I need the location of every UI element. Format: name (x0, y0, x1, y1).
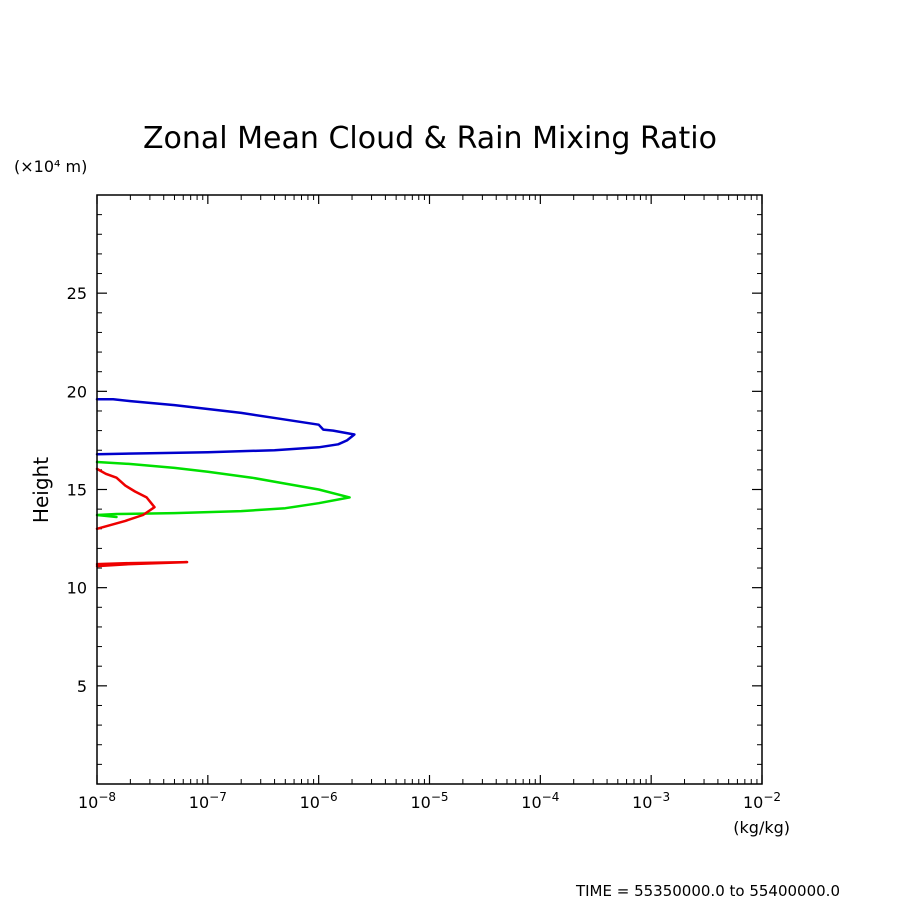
y-tick-label: 15 (67, 481, 87, 500)
series-line-3 (95, 467, 156, 531)
series-line-2 (95, 460, 351, 519)
time-footer: TIME = 55350000.0 to 55400000.0 (575, 882, 840, 900)
x-tick-label: 10−4 (521, 790, 559, 812)
chart-title: Zonal Mean Cloud & Rain Mixing Ratio (143, 121, 717, 156)
y-unit-label: (×10⁴ m) (14, 157, 87, 176)
x-tick-label: 10−6 (300, 790, 338, 812)
series-layer (95, 397, 356, 568)
series-line-4 (95, 560, 189, 568)
y-tick-label: 25 (67, 284, 87, 303)
x-tick-label: 10−2 (743, 790, 781, 812)
x-tick-label: 10−7 (189, 790, 227, 812)
x-tick-label: 10−5 (410, 790, 448, 812)
y-tick-label: 20 (67, 382, 87, 401)
x-tick-label: 10−3 (632, 790, 670, 812)
y-tick-label: 10 (67, 579, 87, 598)
x-axis-label: (kg/kg) (733, 818, 790, 837)
plot-frame (96, 194, 763, 785)
y-axis-label: Height (29, 457, 53, 523)
axis-ticks: 10−8 10−7 10−6 10−5 10−4 10−3 10−2 5 10 15 20 25 (67, 195, 781, 812)
y-tick-label: 5 (77, 677, 87, 696)
x-tick-label: 10−8 (78, 790, 116, 812)
series-line-1 (95, 397, 356, 456)
